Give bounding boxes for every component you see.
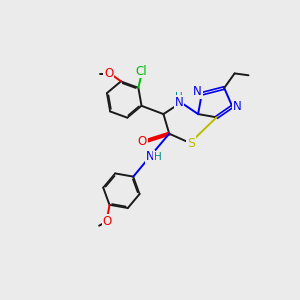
Text: N: N — [146, 150, 154, 163]
Text: N: N — [193, 85, 202, 98]
Text: Cl: Cl — [136, 64, 147, 77]
Text: O: O — [103, 214, 112, 228]
Text: N: N — [175, 96, 184, 109]
Text: H: H — [175, 92, 183, 102]
Text: O: O — [138, 135, 147, 148]
Text: O: O — [104, 68, 113, 80]
Text: N: N — [233, 100, 242, 113]
Text: H: H — [154, 152, 162, 162]
Text: S: S — [187, 137, 195, 150]
